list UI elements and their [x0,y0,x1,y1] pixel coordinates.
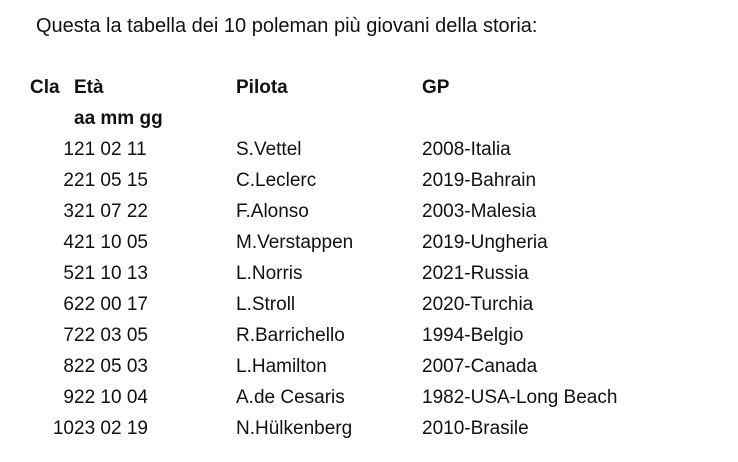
cell-gp: 2003-Malesia [422,201,537,222]
cell-age: 22 05 03 [74,356,148,377]
cell-position: 6 [63,294,74,315]
table-row: 7 22 03 05 R.Barrichello 1994-Belgio [30,320,692,351]
header-driver: Pilota [236,77,288,98]
table-row: 10 23 02 19 N.Hülkenberg 2010-Brasile [30,413,692,444]
cell-age: 22 10 04 [74,387,148,408]
cell-position: 4 [63,232,74,253]
cell-gp: 2010-Brasile [422,418,529,439]
cell-position: 3 [63,201,74,222]
cell-gp: 1994-Belgio [422,325,524,346]
cell-driver: M.Verstappen [236,232,354,253]
cell-gp: 2021-Russia [422,263,529,284]
cell-driver: C.Leclerc [236,170,317,191]
intro-text: Questa la tabella dei 10 poleman più gio… [36,15,538,37]
cell-position: 2 [63,170,74,191]
cell-gp: 2008-Italia [422,139,511,160]
cell-driver: L.Stroll [236,294,296,315]
table-row: 8 22 05 03 L.Hamilton 2007-Canada [30,351,692,382]
cell-position: 8 [63,356,74,377]
table-row: 2 21 05 15 C.Leclerc 2019-Bahrain [30,165,692,196]
cell-age: 21 10 05 [74,232,148,253]
cell-age: 21 07 22 [74,201,148,222]
cell-position: 1 [63,139,74,160]
cell-gp: 2020-Turchia [422,294,534,315]
cell-driver: A.de Cesaris [236,387,345,408]
cell-gp: 2019-Ungheria [422,232,548,253]
header-gp: GP [422,77,450,98]
subheader-empty [30,103,74,134]
cell-driver: F.Alonso [236,201,309,222]
table-row: 9 22 10 04 A.de Cesaris 1982-USA-Long Be… [30,382,692,413]
cell-position: 9 [63,387,74,408]
cell-age: 22 03 05 [74,325,148,346]
header-age: Età [74,77,104,98]
subheader-empty [422,103,692,134]
cell-age: 22 00 17 [74,294,148,315]
youngest-poleman-table: Cla Età Pilota GP aa mm gg 1 21 02 11 S.… [30,72,692,444]
cell-position: 5 [63,263,74,284]
table-subheader-row: aa mm gg [30,103,692,134]
cell-gp: 2019-Bahrain [422,170,537,191]
cell-age: 23 02 19 [74,418,148,439]
table-row: 5 21 10 13 L.Norris 2021-Russia [30,258,692,289]
table-row: 1 21 02 11 S.Vettel 2008-Italia [30,134,692,165]
cell-age: 21 02 11 [74,139,147,160]
cell-driver: L.Norris [236,263,303,284]
header-position: Cla [30,77,60,98]
cell-gp: 1982-USA-Long Beach [422,387,618,408]
cell-driver: R.Barrichello [236,325,345,346]
cell-position: 10 [52,418,74,439]
subheader-empty [236,103,422,134]
cell-driver: L.Hamilton [236,356,327,377]
table-row: 6 22 00 17 L.Stroll 2020-Turchia [30,289,692,320]
cell-position: 7 [63,325,74,346]
cell-age: 21 10 13 [74,263,148,284]
table-row: 4 21 10 05 M.Verstappen 2019-Ungheria [30,227,692,258]
header-age-format: aa mm gg [74,108,163,129]
cell-gp: 2007-Canada [422,356,538,377]
cell-age: 21 05 15 [74,170,148,191]
cell-driver: S.Vettel [236,139,302,160]
cell-driver: N.Hülkenberg [236,418,353,439]
table-row: 3 21 07 22 F.Alonso 2003-Malesia [30,196,692,227]
table-header-row: Cla Età Pilota GP [30,72,692,103]
